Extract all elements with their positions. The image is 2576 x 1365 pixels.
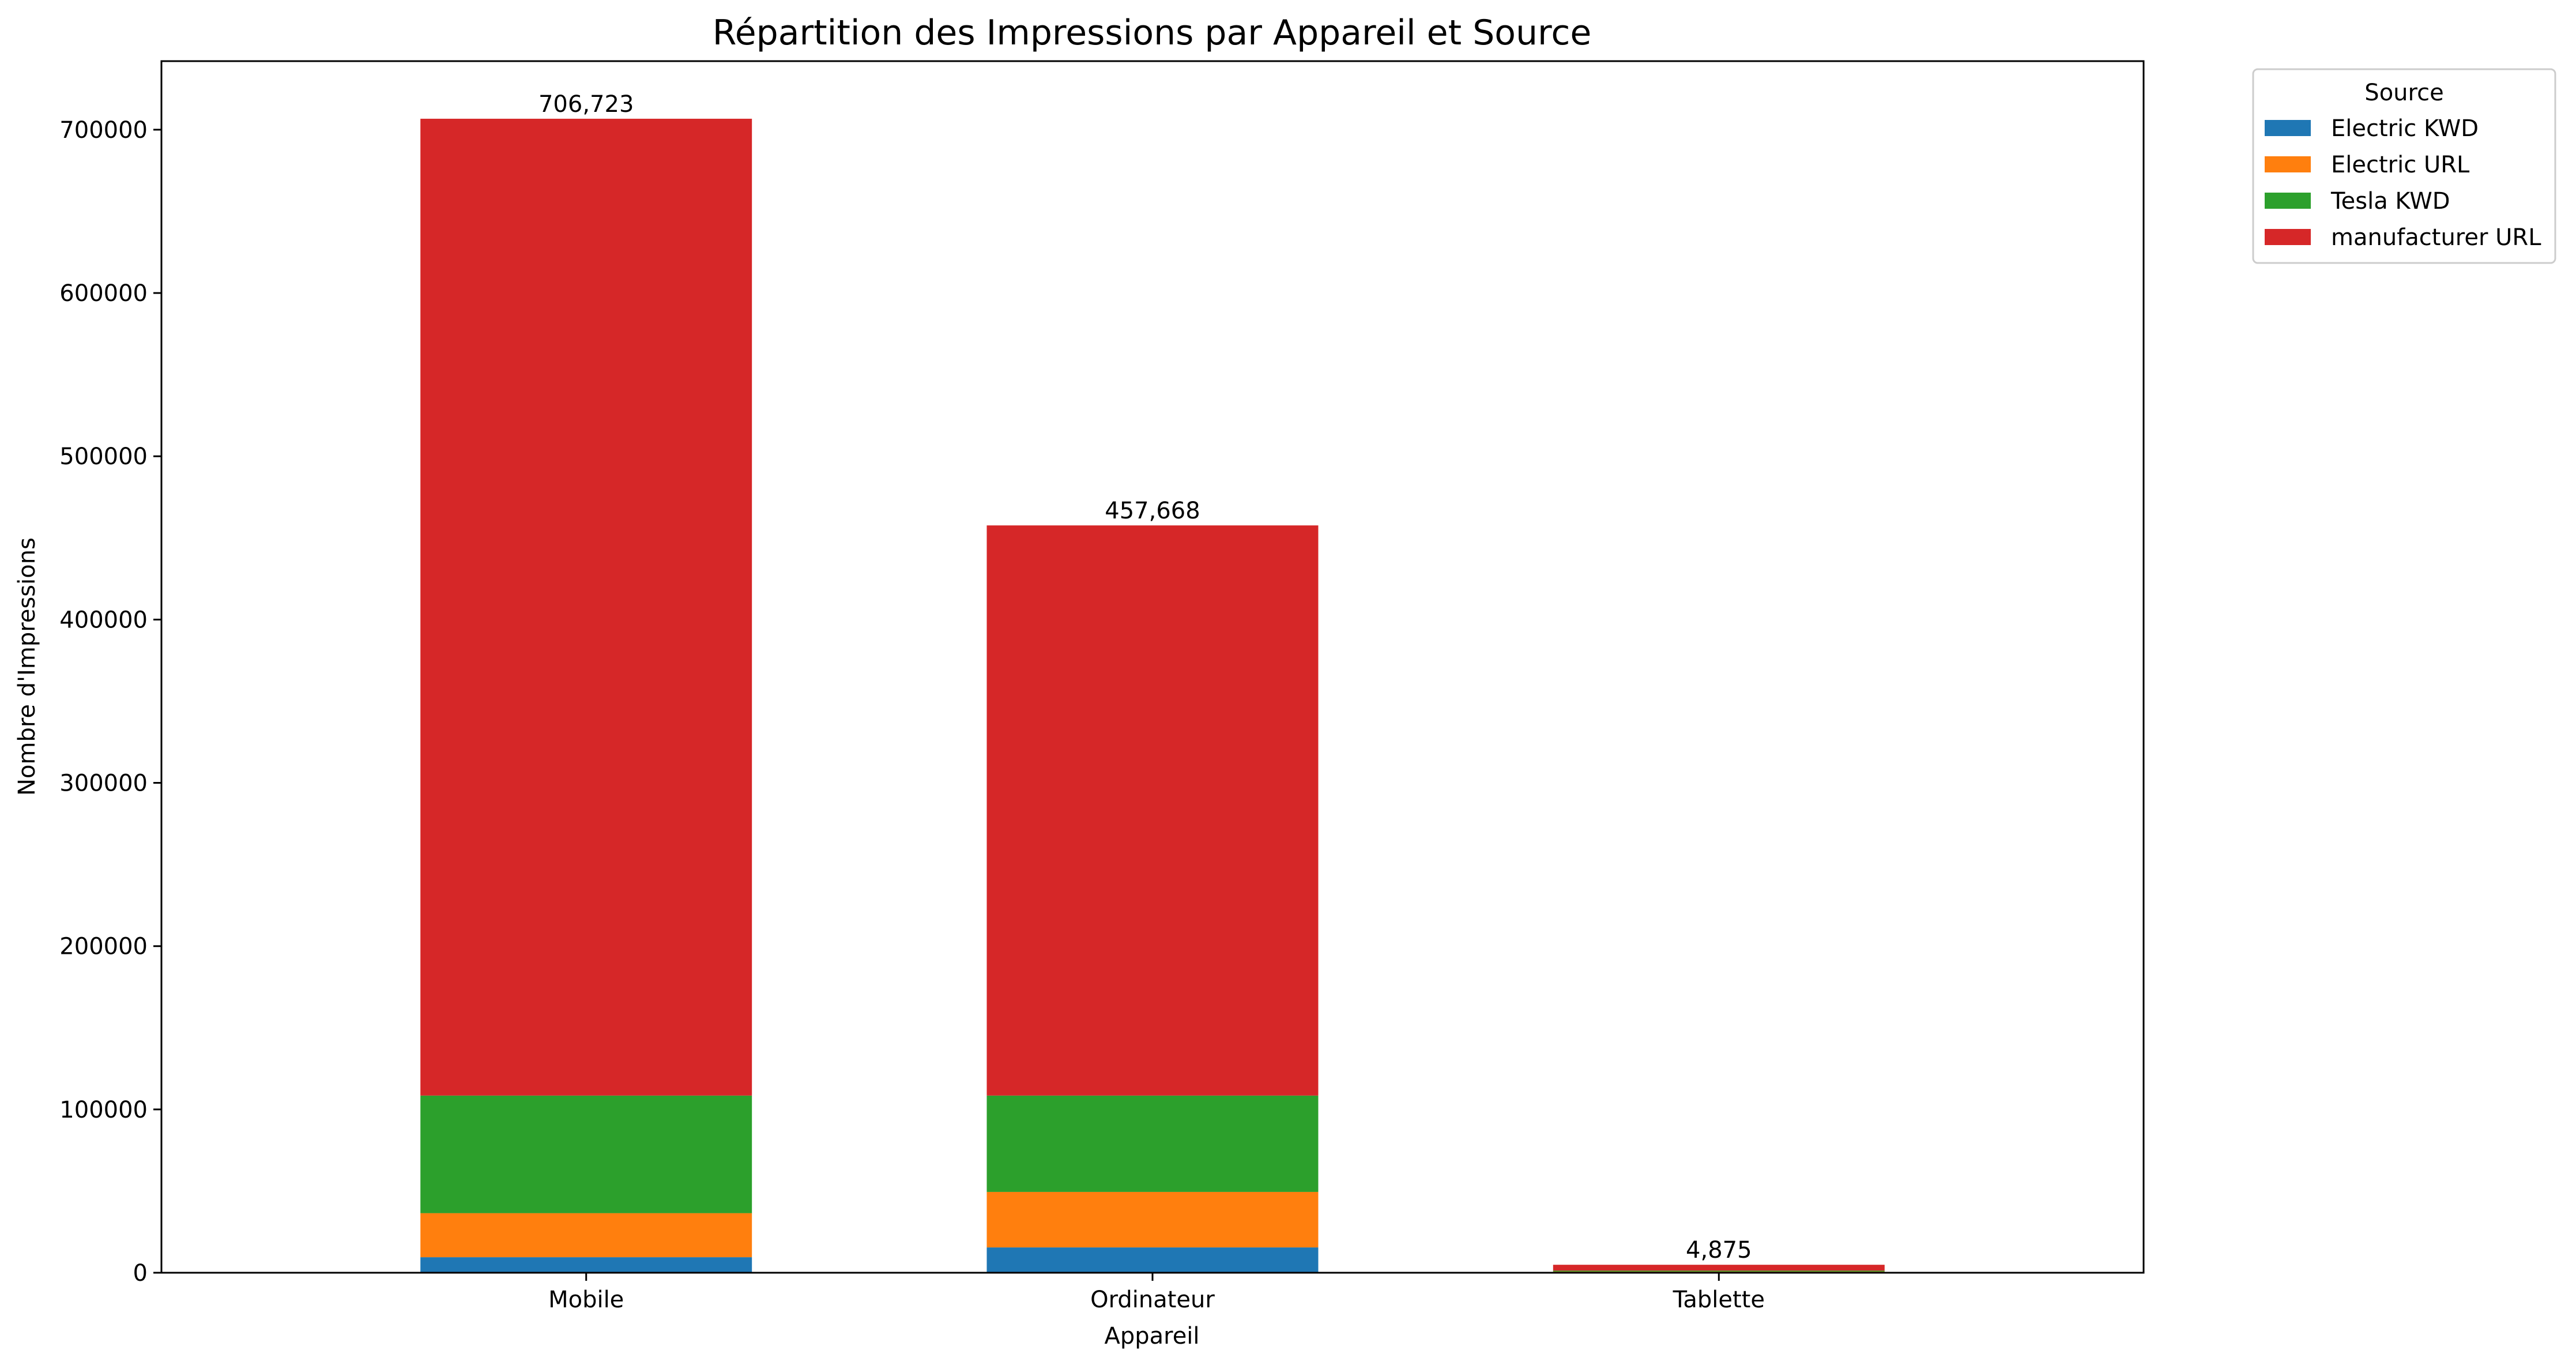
plot-frame <box>160 60 2145 1274</box>
y-tick-label: 100000 <box>59 1097 148 1123</box>
x-tick-label-mobile: Mobile <box>548 1287 624 1313</box>
y-tick-label: 400000 <box>59 607 148 633</box>
x-tick-label-tablette: Tablette <box>1673 1287 1765 1313</box>
legend-swatch-electric-url <box>2265 156 2311 172</box>
legend-label-electric-kwd: Electric KWD <box>2331 115 2479 142</box>
y-tick-label: 700000 <box>59 117 148 144</box>
y-axis-ticks: 0 100000 200000 300000 400000 500000 600000 700… <box>59 117 161 1287</box>
y-tick-label: 600000 <box>59 280 148 307</box>
bar-segment-tesla-kwd-mobile <box>420 1095 752 1213</box>
legend-label-tesla-kwd: Tesla KWD <box>2330 188 2450 215</box>
legend-items: Electric KWD Electric URL Tesla KWD manufac… <box>2265 115 2541 251</box>
bar-segment-manufacturer-url-ordinateur <box>986 525 1319 1096</box>
legend-title: Source <box>2364 80 2443 106</box>
bar-segment-electric-kwd-mobile <box>420 1257 752 1273</box>
total-label-ordinateur: 457,668 <box>1105 498 1200 524</box>
total-labels-layer: 706,723 457,668 4,875 <box>538 91 1752 1264</box>
legend-swatch-electric-kwd <box>2265 120 2311 136</box>
bar-segment-electric-url-mobile <box>420 1213 752 1258</box>
total-label-tablette: 4,875 <box>1686 1237 1752 1264</box>
bar-segment-manufacturer-url-tablette <box>1553 1265 1885 1271</box>
bar-segment-electric-url-ordinateur <box>986 1191 1319 1248</box>
y-tick-label: 200000 <box>59 934 148 960</box>
legend-box <box>2252 68 2556 264</box>
bars-layer <box>420 118 1885 1273</box>
x-axis-label: Appareil <box>1104 1323 1199 1349</box>
legend: Source Electric KWD Electric URL Tesla KWD… <box>2252 68 2556 264</box>
y-tick-label: 500000 <box>59 443 148 470</box>
legend-label-manufacturer-url: manufacturer URL <box>2331 224 2541 251</box>
legend-swatch-manufacturer-url <box>2265 229 2311 245</box>
total-label-mobile: 706,723 <box>538 91 634 118</box>
legend-label-electric-url: Electric URL <box>2331 152 2470 178</box>
bar-segment-tesla-kwd-tablette <box>1553 1270 1885 1272</box>
x-axis-ticks: Mobile Ordinateur Tablette <box>548 1273 1765 1313</box>
legend-swatch-tesla-kwd <box>2265 193 2311 209</box>
x-tick-label-ordinateur: Ordinateur <box>1090 1287 1215 1313</box>
bar-segment-manufacturer-url-mobile <box>420 118 752 1096</box>
y-tick-label: 300000 <box>59 770 148 797</box>
bar-segment-tesla-kwd-ordinateur <box>986 1095 1319 1192</box>
chart-title: Répartition des Impressions par Appareil… <box>713 13 1592 53</box>
y-axis-label: Nombre d'Impressions <box>14 537 40 796</box>
bar-segment-electric-kwd-ordinateur <box>986 1247 1319 1273</box>
y-tick-label: 0 <box>133 1260 148 1287</box>
